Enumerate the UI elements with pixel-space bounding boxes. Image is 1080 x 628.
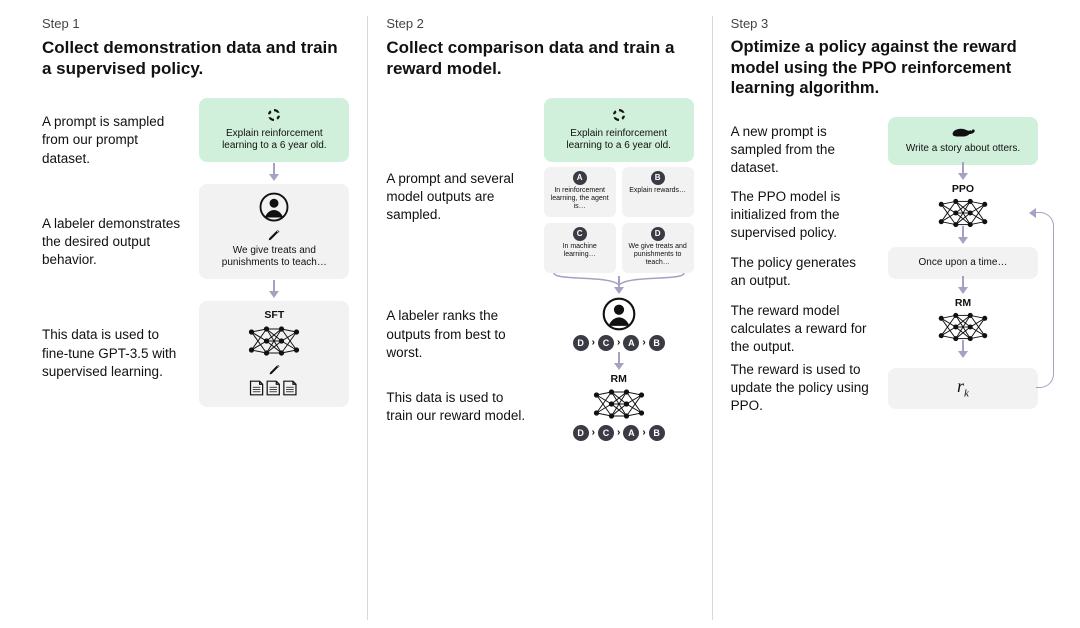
cycle-icon <box>265 106 283 124</box>
person-icon <box>259 192 289 222</box>
option-c: CIn machine learning… <box>544 223 616 273</box>
sft-card: SFT <box>199 301 349 408</box>
step-1-row-0: A prompt is sampled from our prompt data… <box>42 98 349 184</box>
rm-label: RM <box>955 297 971 309</box>
step-3-row-1: The PPO model is initialized from the su… <box>731 183 1038 247</box>
rlhf-diagram: Step 1 Collect demonstration data and tr… <box>0 0 1080 628</box>
step-1-row-2: This data is used to fine-tune GPT-3.5 w… <box>42 301 349 408</box>
step-3-desc-1: The PPO model is initialized from the su… <box>731 188 874 243</box>
prompt-text: Write a story about otters. <box>906 143 1020 155</box>
pencil-icon <box>267 228 281 242</box>
labeler-card: We give treats and punishments to teach… <box>199 184 349 279</box>
arrow-icon <box>614 363 624 370</box>
feedback-loop-arrow <box>1036 212 1054 389</box>
step-2-label: Step 2 <box>386 16 693 31</box>
reward-card: rk <box>888 368 1038 409</box>
nn-icon <box>589 387 649 421</box>
step-3-column: Step 3 Optimize a policy against the rew… <box>712 16 1056 620</box>
ppo-label: PPO <box>952 183 974 195</box>
ranking: D› C› A› B <box>573 425 665 441</box>
prompt-text: Explain reinforcement learning to a 6 ye… <box>207 128 341 152</box>
sft-label: SFT <box>264 309 284 322</box>
person-icon <box>602 297 636 331</box>
step-1-title: Collect demonstration data and train a s… <box>42 37 342 80</box>
step-3-row-4: The reward is used to update the policy … <box>731 361 1038 416</box>
step-3-label: Step 3 <box>731 16 1038 31</box>
arrow-icon <box>958 237 968 244</box>
prompt-card: Explain reinforcement learning to a 6 ye… <box>544 98 694 162</box>
step-2-row-0: A prompt and several model outputs are s… <box>386 98 693 297</box>
nn-icon <box>934 311 992 343</box>
arrow-icon <box>958 287 968 294</box>
output-card: Once upon a time… <box>888 247 1038 279</box>
sample-options: AIn reinforcement learning, the agent is… <box>544 167 694 273</box>
step-2-column: Step 2 Collect comparison data and train… <box>367 16 711 620</box>
prompt-card: Explain reinforcement learning to a 6 ye… <box>199 98 349 162</box>
ranking: D› C› A› B <box>573 335 665 351</box>
output-text: Once upon a time… <box>919 257 1008 269</box>
step-1-desc-2: This data is used to fine-tune GPT-3.5 w… <box>42 326 185 381</box>
option-a: AIn reinforcement learning, the agent is… <box>544 167 616 217</box>
prompt-text: Explain reinforcement learning to a 6 ye… <box>552 128 686 152</box>
option-b: BExplain rewards… <box>622 167 694 217</box>
prompt-card: Write a story about otters. <box>888 117 1038 165</box>
cycle-icon <box>610 106 628 124</box>
arrow-icon <box>269 174 279 181</box>
rm-label: RM <box>610 373 626 385</box>
step-1-column: Step 1 Collect demonstration data and tr… <box>24 16 367 620</box>
arrow-icon <box>958 351 968 358</box>
otter-icon <box>950 125 976 139</box>
step-3-desc-2: The policy generates an output. <box>731 254 874 290</box>
step-3-desc-0: A new prompt is sampled from the dataset… <box>731 123 874 178</box>
step-2-title: Collect comparison data and train a rewa… <box>386 37 686 80</box>
step-2-row-1: A labeler ranks the outputs from best to… <box>386 297 693 373</box>
step-3-title: Optimize a policy against the reward mod… <box>731 37 1031 99</box>
nn-icon <box>934 197 992 229</box>
arrow-icon <box>958 173 968 180</box>
nn-icon <box>244 324 304 358</box>
reward-symbol: rk <box>957 376 969 401</box>
step-3-desc-3: The reward model calculates a reward for… <box>731 302 874 357</box>
step-3-row-0: A new prompt is sampled from the dataset… <box>731 117 1038 183</box>
step-2-desc-1: A labeler ranks the outputs from best to… <box>386 307 529 362</box>
step-3-desc-4: The reward is used to update the policy … <box>731 361 874 416</box>
step-3-row-3: The reward model calculates a reward for… <box>731 297 1038 361</box>
step-1-desc-1: A labeler demonstrates the desired outpu… <box>42 215 185 270</box>
option-d: DWe give treats and punishments to teach… <box>622 223 694 273</box>
step-2-row-2: This data is used to train our reward mo… <box>386 373 693 441</box>
step-1-row-1: A labeler demonstrates the desired outpu… <box>42 184 349 301</box>
arrow-icon <box>269 291 279 298</box>
docs-icon <box>249 379 299 397</box>
step-1-label: Step 1 <box>42 16 349 31</box>
step-1-desc-0: A prompt is sampled from our prompt data… <box>42 113 185 168</box>
step-2-desc-2: This data is used to train our reward mo… <box>386 389 529 425</box>
labeler-output-text: We give treats and punishments to teach… <box>207 245 341 269</box>
pencil-icon <box>268 363 281 376</box>
arrow-icon <box>614 287 624 294</box>
step-3-row-2: The policy generates an output. Once upo… <box>731 247 1038 297</box>
step-2-desc-0: A prompt and several model outputs are s… <box>386 170 529 225</box>
